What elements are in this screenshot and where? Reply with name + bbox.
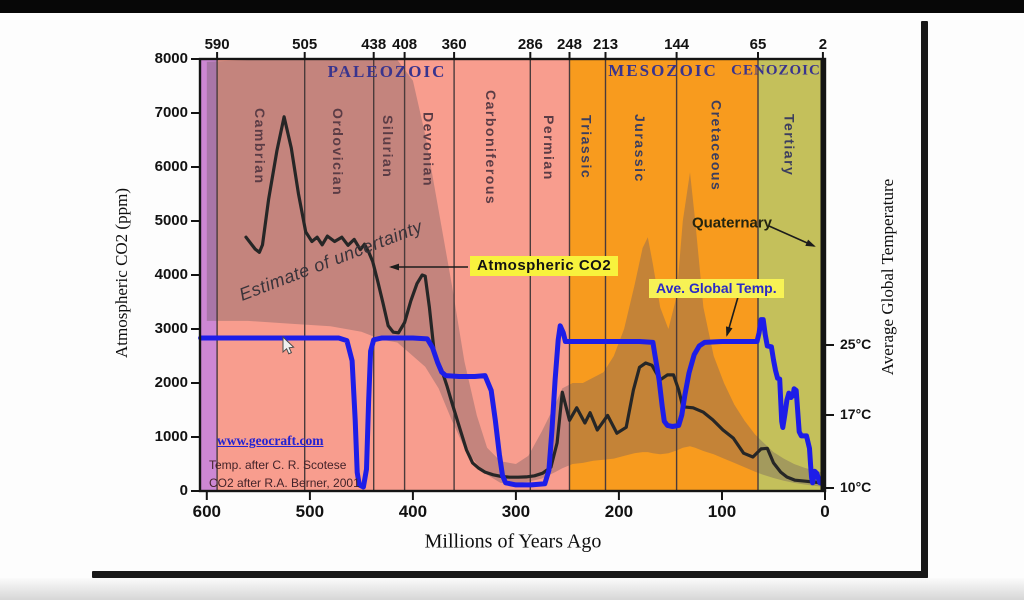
uncertainty-band: [206, 60, 823, 487]
letterbox-top-bar: [0, 0, 1024, 13]
page-bottom-shadow: [0, 578, 1024, 600]
quaternary-arrow-head: [805, 239, 816, 247]
mouse-cursor-icon: [282, 335, 295, 355]
temp-label-arrow-head: [726, 326, 733, 337]
temperature-curve: [198, 317, 826, 490]
co2-label-arrow-head: [389, 263, 399, 271]
co2-curve: [244, 115, 824, 485]
slide-frame-bottom-edge: [92, 571, 928, 578]
quaternary-arrow: [768, 225, 815, 247]
era-band-precambrian: [199, 59, 218, 491]
slide-frame-right-edge: [921, 21, 928, 578]
era-band-cenozoic: [758, 59, 825, 491]
